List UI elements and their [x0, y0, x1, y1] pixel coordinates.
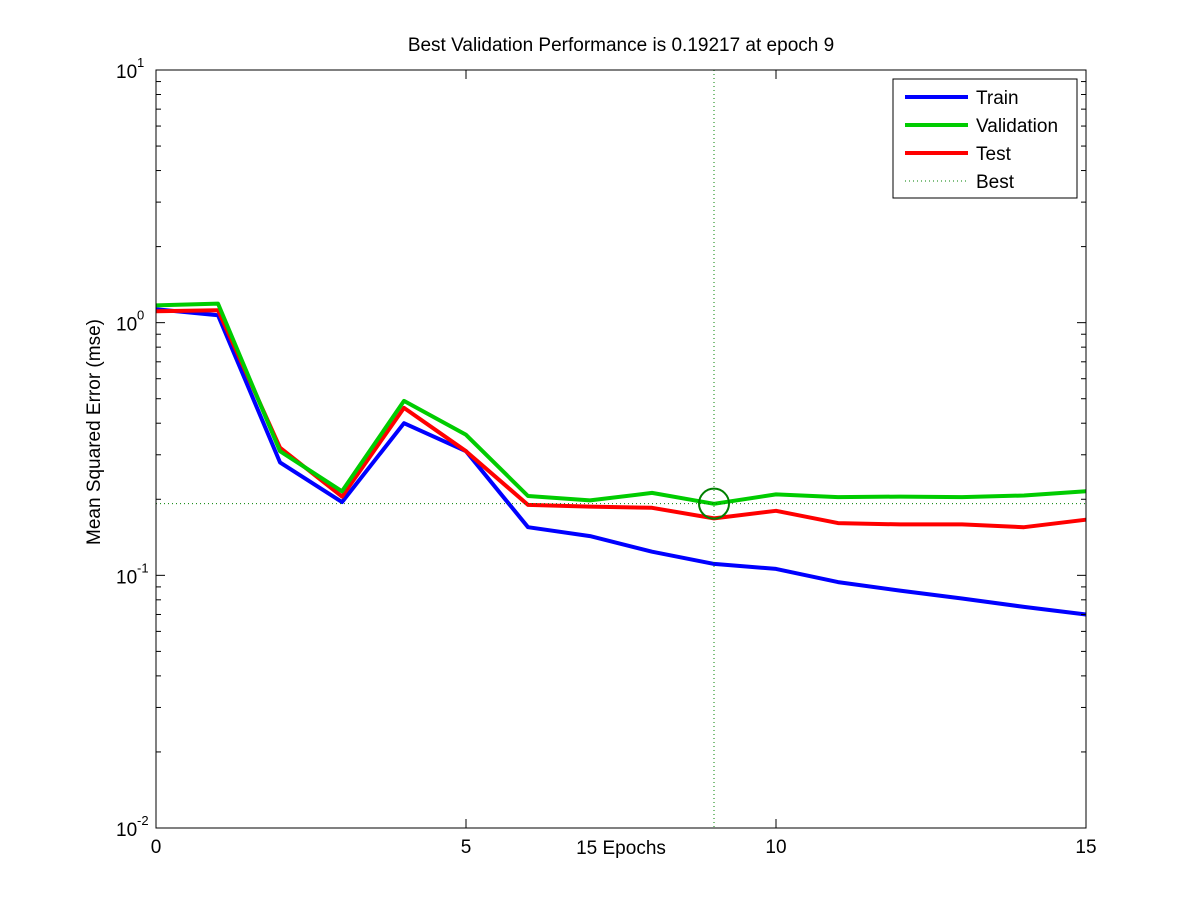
legend-train-label: Train	[976, 88, 1019, 109]
legend-test-label: Test	[976, 144, 1012, 165]
y-tick-exponent: 0	[137, 308, 144, 323]
x-tick-label: 15	[1075, 837, 1096, 858]
y-tick-exponent: -2	[137, 813, 149, 828]
axes-box	[155, 69, 1087, 829]
x-tick-label: 5	[461, 837, 472, 858]
legend-validation-label: Validation	[976, 116, 1058, 137]
y-tick-label: 10	[116, 820, 137, 841]
legend: Train Validation Test Best	[892, 78, 1078, 199]
series-line-validation	[155, 301, 1087, 506]
series-layer	[155, 301, 1087, 617]
y-tick-label: 10	[116, 315, 137, 336]
legend-best-label: Best	[976, 172, 1015, 193]
x-axis-label: 15 Epochs	[576, 838, 666, 859]
y-tick-exponent: 1	[137, 55, 144, 70]
best-layer	[156, 70, 1086, 828]
y-axis-label: Mean Squared Error (mse)	[84, 319, 105, 545]
series-line-train	[155, 307, 1087, 617]
x-tick-label: 10	[765, 837, 786, 858]
y-tick-label: 10	[116, 62, 137, 83]
best-marker	[698, 487, 730, 520]
y-tick-exponent: -1	[137, 560, 149, 575]
chart-title: Best Validation Performance is 0.19217 a…	[408, 35, 834, 56]
x-tick-label: 0	[151, 837, 162, 858]
y-tick-label: 10	[116, 567, 137, 588]
